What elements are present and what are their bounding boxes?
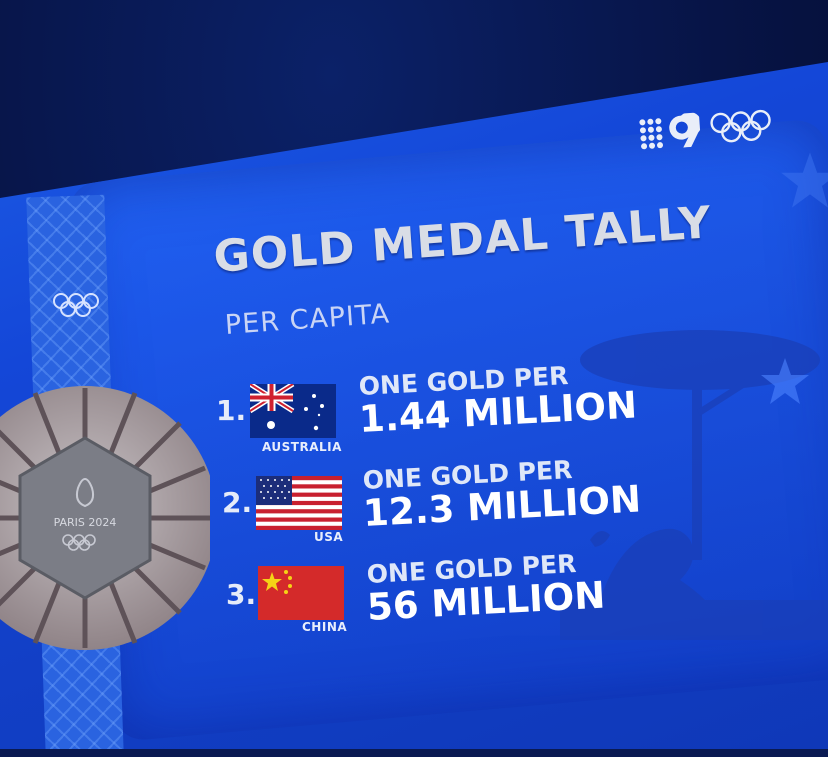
- channel-nine-logo-icon: [639, 112, 702, 150]
- rank-number: 1.: [216, 394, 247, 427]
- medal-text: PARIS 2024: [54, 516, 117, 529]
- country-label: CHINA: [302, 620, 348, 634]
- paris-2024-medal-icon: PARIS 2024: [0, 386, 210, 650]
- outback-scenery-icon: [560, 330, 828, 640]
- china-flag-icon: [258, 566, 344, 620]
- country-label: USA: [314, 530, 344, 544]
- star-icon: [761, 358, 809, 404]
- australia-flag-icon: [250, 384, 336, 438]
- rank-number: 3.: [226, 578, 257, 611]
- olympic-rings-icon: [710, 109, 771, 143]
- country-label: AUSTRALIA: [262, 440, 342, 454]
- olympic-rings-icon: [53, 293, 99, 317]
- rank-number: 2.: [222, 486, 253, 519]
- broadcaster-logo: [637, 107, 773, 150]
- usa-flag-icon: [256, 476, 342, 530]
- star-icon: [781, 152, 828, 208]
